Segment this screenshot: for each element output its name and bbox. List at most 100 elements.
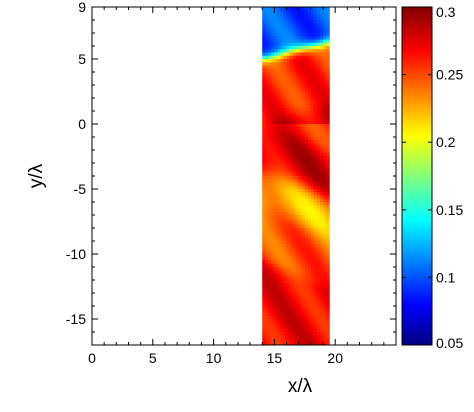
field-cell (313, 42, 318, 47)
field-cell (277, 325, 282, 330)
field-cell (262, 85, 266, 89)
field-cell (320, 302, 324, 307)
field-cell (271, 114, 275, 119)
field-cell (326, 107, 330, 112)
field-cell (307, 36, 312, 41)
field-cell (274, 104, 279, 109)
field-cell (277, 7, 282, 11)
field-cell (295, 124, 300, 128)
field-cell (262, 127, 266, 132)
field-cell (304, 234, 309, 239)
field-cell (320, 202, 324, 206)
field-cell (310, 263, 315, 268)
field-cell (313, 185, 318, 190)
field-cell (313, 114, 318, 119)
field-cell (292, 107, 297, 112)
field-cell (298, 52, 303, 57)
field-cell (262, 328, 266, 333)
field-cell (313, 75, 318, 80)
field-cell (283, 231, 288, 236)
field-cell (320, 215, 324, 219)
field-cell (274, 211, 279, 216)
field-cell (313, 46, 318, 50)
field-cell (295, 286, 300, 291)
field-cell (295, 23, 300, 28)
field-cell (274, 192, 279, 197)
field-cell (292, 120, 297, 125)
field-cell (323, 39, 327, 44)
field-cell (316, 52, 321, 57)
field-cell (292, 176, 297, 180)
field-cell (326, 257, 330, 262)
field-cell (298, 166, 303, 171)
field-cell (265, 315, 269, 320)
field-cell (292, 260, 297, 265)
field-cell (283, 143, 288, 148)
field-cell (304, 65, 309, 70)
field-cell (283, 176, 288, 180)
field-cell (304, 195, 309, 200)
field-cell (326, 221, 330, 226)
field-cell (289, 120, 294, 125)
field-cell (316, 319, 321, 323)
field-cell (320, 306, 324, 310)
field-cell (271, 68, 275, 73)
field-cell (292, 189, 297, 193)
field-cell (295, 182, 300, 187)
field-cell (274, 221, 279, 226)
field-cell (286, 91, 291, 96)
field-cell (298, 273, 303, 278)
field-cell (323, 208, 327, 213)
field-cell (283, 172, 288, 177)
field-cell (316, 130, 321, 135)
field-cell (280, 198, 285, 203)
field-cell (310, 20, 315, 24)
field-cell (323, 234, 327, 239)
field-cell (313, 192, 318, 197)
field-cell (271, 75, 275, 80)
field-cell (280, 81, 285, 86)
field-cell (307, 176, 312, 180)
field-cell (262, 68, 266, 73)
field-cell (286, 65, 291, 70)
field-cell (313, 315, 318, 320)
field-cell (283, 319, 288, 323)
field-cell (304, 286, 309, 291)
field-cell (295, 107, 300, 112)
field-cell (283, 163, 288, 167)
field-cell (298, 101, 303, 106)
field-cell (304, 250, 309, 255)
field-cell (310, 182, 315, 187)
field-cell (320, 39, 324, 44)
field-cell (298, 322, 303, 327)
field-cell (320, 156, 324, 161)
field-cell (268, 153, 272, 158)
field-cell (262, 322, 266, 327)
field-cell (301, 312, 306, 317)
field-cell (286, 111, 291, 115)
field-cell (320, 325, 324, 330)
field-cell (313, 120, 318, 125)
field-cell (310, 111, 315, 115)
field-cell (283, 52, 288, 57)
field-cell (316, 202, 321, 206)
field-cell (268, 94, 272, 99)
field-cell (286, 7, 291, 11)
field-cell (316, 192, 321, 197)
field-cell (326, 33, 330, 37)
field-cell (292, 286, 297, 291)
field-cell (326, 72, 330, 76)
field-cell (313, 127, 318, 132)
field-cell (326, 153, 330, 158)
field-cell (316, 42, 321, 47)
field-cell (268, 260, 272, 265)
field-cell (277, 309, 282, 314)
field-cell (295, 192, 300, 197)
field-cell (268, 254, 272, 258)
field-cell (313, 306, 318, 310)
field-cell (286, 29, 291, 34)
field-cell (313, 218, 318, 223)
field-cell (310, 198, 315, 203)
field-cell (292, 114, 297, 119)
field-cell (304, 81, 309, 86)
